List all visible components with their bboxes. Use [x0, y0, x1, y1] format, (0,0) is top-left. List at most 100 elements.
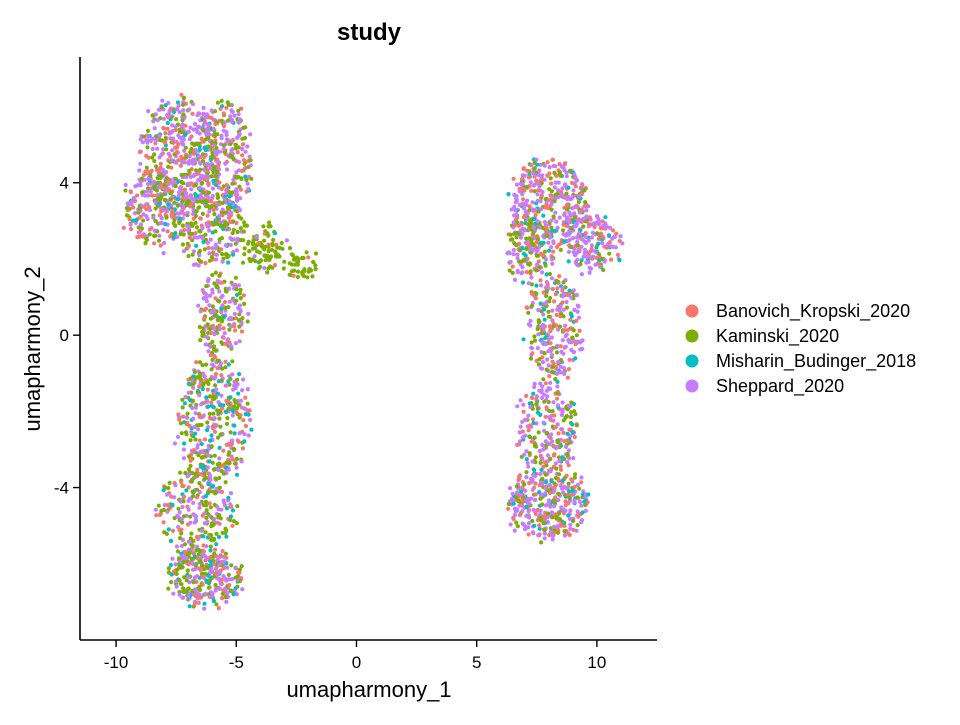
scatter-point: [156, 503, 161, 508]
scatter-point: [220, 303, 225, 308]
scatter-point: [217, 475, 222, 481]
scatter-point: [538, 251, 544, 256]
scatter-point: [146, 176, 151, 181]
scatter-point: [158, 243, 163, 248]
scatter-point: [517, 202, 522, 207]
scatter-point: [557, 458, 562, 464]
scatter-point: [186, 507, 191, 512]
scatter-point: [604, 245, 609, 250]
scatter-point: [217, 586, 222, 592]
scatter-point: [511, 213, 517, 218]
scatter-point: [569, 400, 574, 405]
scatter-point: [240, 168, 245, 174]
scatter-point: [583, 508, 588, 513]
scatter-point: [183, 145, 188, 150]
scatter-point: [235, 229, 240, 235]
scatter-point: [201, 543, 206, 548]
scatter-point: [226, 305, 231, 310]
scatter-point: [564, 223, 569, 228]
scatter-point: [204, 137, 209, 142]
scatter-point: [197, 111, 202, 117]
scatter-point: [198, 567, 203, 572]
scatter-point: [225, 590, 230, 595]
scatter-point: [220, 406, 225, 411]
scatter-point: [235, 150, 240, 155]
scatter-point: [565, 375, 571, 380]
scatter-point: [199, 136, 204, 141]
scatter-point: [559, 427, 565, 432]
scatter-point: [186, 181, 191, 186]
scatter-point: [223, 595, 228, 600]
scatter-point: [548, 487, 553, 492]
scatter-point: [534, 394, 540, 399]
scatter-point: [220, 596, 225, 601]
scatter-point: [233, 565, 238, 570]
scatter-point: [232, 431, 237, 436]
scatter-point: [223, 197, 228, 202]
scatter-point: [524, 202, 529, 208]
scatter-point: [148, 189, 153, 194]
scatter-point: [558, 483, 563, 488]
scatter-point: [527, 204, 532, 209]
scatter-point: [542, 307, 547, 312]
scatter-point: [575, 523, 580, 528]
scatter-point: [179, 527, 184, 532]
scatter-point: [555, 327, 561, 332]
scatter-point: [229, 589, 234, 594]
scatter-point: [197, 228, 202, 234]
scatter-point: [529, 346, 535, 351]
scatter-point: [529, 163, 534, 168]
scatter-point: [517, 513, 523, 518]
scatter-point: [557, 308, 562, 313]
scatter-point: [574, 423, 579, 428]
scatter-point: [569, 314, 574, 319]
scatter-point: [233, 461, 238, 466]
scatter-point: [597, 264, 603, 269]
scatter-point: [583, 234, 589, 239]
scatter-point: [196, 178, 201, 183]
scatter-point: [229, 563, 234, 568]
scatter-point: [277, 254, 282, 259]
scatter-point: [539, 540, 544, 545]
scatter-point: [522, 482, 527, 487]
scatter-point: [219, 236, 225, 241]
scatter-point: [220, 207, 225, 212]
scatter-point: [179, 92, 184, 97]
scatter-point: [231, 446, 236, 451]
scatter-point: [527, 435, 533, 440]
scatter-point: [607, 251, 612, 256]
scatter-point: [617, 238, 622, 244]
scatter-point: [188, 221, 193, 226]
legend-key: [685, 329, 699, 343]
scatter-point: [230, 372, 235, 377]
scatter-point: [520, 259, 525, 264]
scatter-point: [180, 504, 185, 510]
scatter-point: [511, 247, 516, 253]
scatter-point: [205, 428, 210, 433]
scatter-point: [209, 367, 214, 372]
scatter-point: [208, 438, 213, 443]
scatter-point: [224, 183, 229, 188]
scatter-point: [565, 207, 570, 212]
scatter-point: [208, 326, 213, 331]
scatter-point: [198, 360, 203, 365]
scatter-point: [197, 584, 202, 589]
scatter-point: [180, 537, 186, 543]
scatter-point: [147, 227, 152, 232]
scatter-point: [550, 261, 555, 266]
scatter-point: [559, 349, 564, 354]
scatter-point: [211, 344, 217, 349]
scatter-point: [174, 579, 179, 584]
scatter-point: [198, 167, 203, 172]
scatter-point: [185, 198, 190, 203]
scatter-point: [187, 154, 192, 159]
scatter-point: [510, 264, 515, 269]
scatter-point: [241, 377, 246, 382]
scatter-point: [540, 481, 545, 486]
scatter-point: [174, 571, 179, 577]
scatter-point: [512, 528, 517, 533]
scatter-point: [532, 216, 537, 221]
scatter-point: [218, 149, 223, 154]
scatter-point: [211, 126, 216, 132]
scatter-point: [562, 168, 567, 173]
